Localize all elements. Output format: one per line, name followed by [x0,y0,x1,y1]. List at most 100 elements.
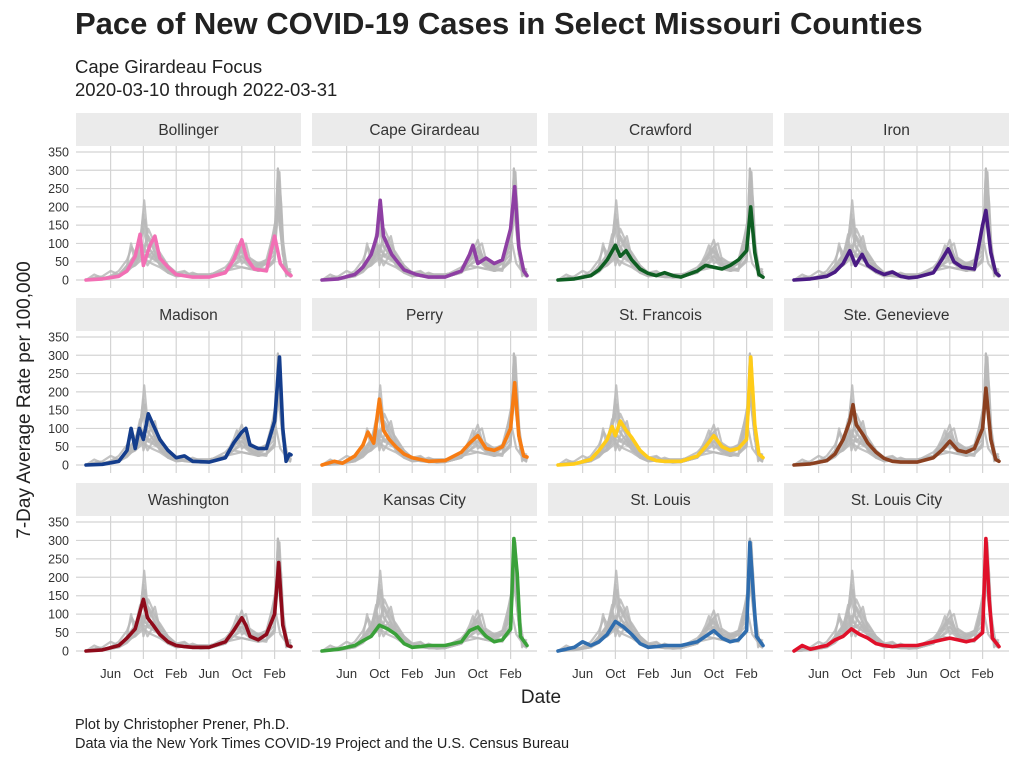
x-tick-label: Oct [940,666,961,681]
facet-panel: Ste. Genevieve [784,298,1009,473]
y-axis-label: 7-Day Average Rate per 100,000 [14,261,35,538]
y-tick-label: 100 [48,237,69,251]
background-series-line [85,376,292,467]
highlight-series-line [84,560,293,653]
x-axis-label: Date [521,687,561,708]
facet-strip [76,298,301,331]
facet-panel: St. Louis City Jun Oct Feb Jun Oct Feb [784,483,1009,681]
x-tick-label: Feb [873,666,895,681]
facet-strip [784,483,1009,516]
y-tick-label: 150 [48,589,69,603]
facet-strip [784,298,1009,331]
facet-panel: St. Louis Jun Oct Feb Jun Oct Feb [548,483,773,681]
y-tick-label: 200 [48,200,69,214]
chart-caption: Plot by Christopher Prener, Ph.D. Data v… [75,716,569,754]
x-tick-label: Oct [841,666,862,681]
facet-strip [784,113,1009,146]
highlight-series-line [84,232,293,282]
facet-strip [312,113,537,146]
highlight-series-line [320,380,529,467]
y-tick-label: 200 [48,571,69,585]
x-tick-label: Feb [735,666,757,681]
facet-strip-label: St. Louis City [851,492,943,509]
x-tick-label: Jun [100,666,121,681]
facet-strip-label: Crawford [629,122,692,139]
subtitle-focus: Cape Girardeau Focus [75,56,263,77]
facet-panel: Crawford [548,113,773,288]
y-tick-label: 150 [48,219,69,233]
background-series-line [85,191,292,282]
facet-strip [76,113,301,146]
facet-panel: Cape Girardeau [312,113,537,288]
facet-strip [548,113,773,146]
x-tick-label: Jun [435,666,456,681]
background-series-line [321,376,528,467]
subtitle-date-range: 2020-03-10 through 2022-03-31 [75,79,338,100]
x-tick-label: Jun [336,666,357,681]
facet-panel: Perry [312,298,537,473]
background-series-line [557,561,764,653]
x-tick-label: Jun [671,666,692,681]
facet-panel: Madison 0 50 100 150 200 250 300 350 [48,298,301,473]
y-tick-label: 0 [62,459,69,473]
x-tick-label: Oct [704,666,725,681]
x-tick-label: Feb [499,666,521,681]
x-tick-label: Feb [401,666,423,681]
x-tick-label: Feb [971,666,993,681]
x-tick-label: Jun [907,666,928,681]
facet-strip-label: Perry [406,307,443,324]
facet-strip [76,483,301,516]
caption-author: Plot by Christopher Prener, Ph.D. [75,717,290,733]
highlight-series-line [792,208,1001,282]
facet-strip-label: Madison [159,307,218,324]
y-tick-label: 0 [62,274,69,288]
x-tick-label: Jun [808,666,829,681]
facet-panel: Iron [784,113,1009,288]
x-tick-label: Jun [199,666,220,681]
y-tick-label: 350 [48,146,69,160]
y-tick-label: 250 [48,182,69,196]
x-tick-label: Oct [369,666,390,681]
x-tick-label: Oct [232,666,253,681]
x-tick-label: Oct [605,666,626,681]
background-series-line [557,376,764,467]
background-series-line [321,561,528,653]
background-series-line [793,561,1000,653]
facet-panel: Kansas City Jun Oct Feb Jun Oct Feb [312,483,537,681]
panel-grid: Bollinger 0 50 100 150 200 250 300 350 Cape Girar… [48,113,1009,681]
y-tick-label: 300 [48,349,69,363]
caption-source: Data via the New York Times COVID-19 Pro… [75,736,570,752]
highlight-series-line [556,205,765,282]
facet-strip [312,483,537,516]
facet-panel: Washington 0 50 100 150 200 250 300 350 Jun Oct Feb… [48,483,301,681]
highlight-series-line [556,355,765,467]
highlight-series-line [556,540,765,653]
y-tick-label: 250 [48,552,69,566]
background-series-line [321,191,528,282]
x-tick-label: Oct [468,666,489,681]
highlight-series-line [792,386,1001,467]
x-tick-label: Feb [165,666,187,681]
x-tick-label: Oct [133,666,154,681]
x-tick-label: Jun [572,666,593,681]
y-tick-label: 50 [55,626,69,640]
y-tick-label: 350 [48,331,69,345]
facet-strip [548,298,773,331]
facet-strip-label: Cape Girardeau [369,122,479,139]
chart-title: Pace of New COVID-19 Cases in Select Mis… [75,6,923,41]
highlight-series-line [320,536,529,653]
y-tick-label: 50 [55,255,69,269]
facet-panel: Bollinger 0 50 100 150 200 250 300 350 [48,113,301,288]
highlight-series-line [84,355,293,467]
facet-strip [312,298,537,331]
highlight-series-line [320,184,529,282]
facet-strip-label: St. Francois [619,307,702,324]
y-tick-label: 100 [48,608,69,622]
facet-panel: St. Francois [548,298,773,473]
y-tick-label: 100 [48,422,69,436]
highlight-series-line [792,536,1001,653]
x-tick-label: Feb [637,666,659,681]
facet-strip-label: St. Louis [630,492,691,509]
facet-strip-label: Washington [148,492,229,509]
